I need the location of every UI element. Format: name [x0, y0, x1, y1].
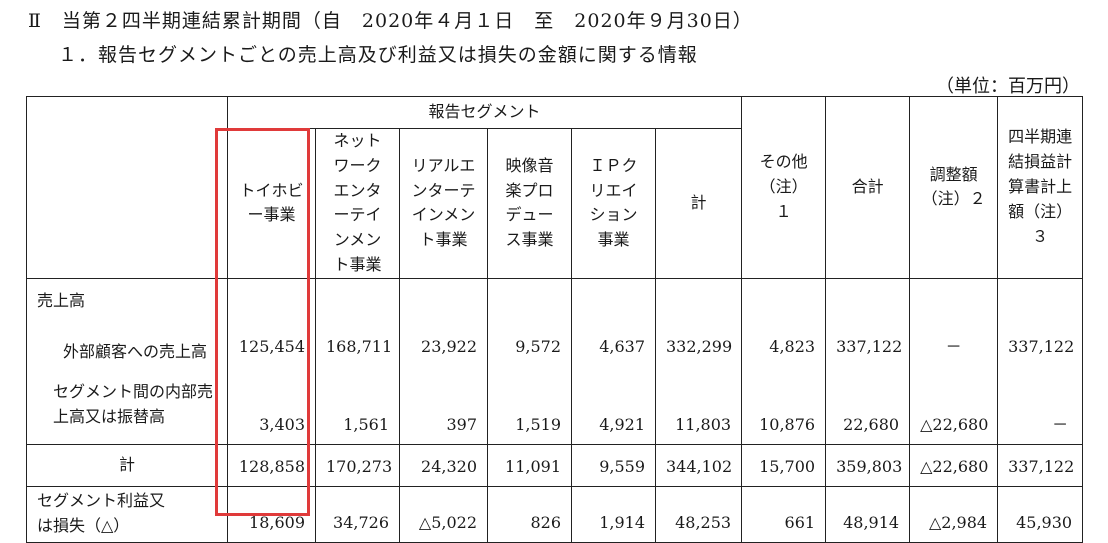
cell-inter-7: 10,876 — [741, 366, 827, 445]
cell-inter-1: 3,403 — [227, 366, 316, 445]
cell-total-4: 11,091 — [487, 443, 572, 487]
cell-profit-9: △2,984 — [909, 485, 999, 543]
cell-profit-10: 45,930 — [997, 485, 1084, 543]
cell-profit-6: 48,253 — [654, 485, 743, 543]
cell-profit-4: 826 — [487, 485, 572, 543]
cell-total-3: 24,320 — [399, 443, 488, 487]
cell-external-9: － — [909, 277, 999, 367]
cell-inter-4: 1,519 — [487, 366, 572, 445]
col-subtotal: 計 — [654, 128, 743, 279]
cell-inter-3: 397 — [399, 366, 488, 445]
row-external-label: 外部顧客への売上高 — [63, 341, 208, 361]
cell-total-7: 15,700 — [741, 443, 827, 487]
cell-external-10: 337,122 — [997, 277, 1084, 367]
cell-external-4: 9,572 — [487, 277, 572, 367]
row-profit-label: セグメント利益又は損失（△） — [26, 485, 228, 543]
col-total: 合計 — [825, 96, 911, 279]
cell-total-8: 359,803 — [825, 443, 911, 487]
cell-inter-10: － — [997, 366, 1084, 445]
cell-external-8: 337,122 — [825, 277, 911, 367]
cell-total-2: 170,273 — [315, 443, 400, 487]
cell-profit-1: 18,609 — [227, 485, 316, 543]
row-sales-header: 売上高 — [37, 290, 86, 310]
cell-inter-2: 1,561 — [315, 366, 400, 445]
col-toy-hobby: トイホビー事業 — [227, 128, 316, 279]
cell-inter-5: 4,921 — [571, 366, 656, 445]
cell-inter-8: 22,680 — [825, 366, 911, 445]
cell-inter-9: △22,680 — [909, 366, 999, 445]
col-adjustment: 調整額（注）２ — [909, 96, 999, 279]
cell-external-2: 168,711 — [315, 277, 400, 367]
cell-total-10: 337,122 — [997, 443, 1084, 487]
group-header: 報告セグメント — [226, 96, 743, 129]
section-heading: １．報告セグメントごとの売上高及び利益又は損失の金額に関する情報 — [58, 44, 698, 66]
cell-total-9: △22,680 — [909, 443, 999, 487]
cell-profit-5: 1,914 — [571, 485, 656, 543]
corner-cell — [26, 96, 228, 279]
cell-inter-6: 11,803 — [654, 366, 743, 445]
cell-total-1: 128,858 — [227, 443, 316, 487]
segment-table: 報告セグメント その他（注）１ 合計 調整額（注）２ 四半期連結損益計算書計上額… — [26, 96, 1084, 543]
cell-external-3: 23,922 — [399, 277, 488, 367]
cell-total-6: 344,102 — [654, 443, 743, 487]
col-visual-music: 映像音楽プロデュース事業 — [487, 128, 572, 279]
cell-external-5: 4,637 — [571, 277, 656, 367]
cell-profit-8: 48,914 — [825, 485, 911, 543]
cell-external-7: 4,823 — [741, 277, 827, 367]
row-intersegment-label: セグメント間の内部売上高又は振替高 — [26, 366, 228, 445]
row-total-label: 計 — [26, 443, 228, 487]
col-other: その他（注）１ — [741, 96, 827, 279]
sales-head-cell: 売上高 外部顧客への売上高 — [26, 277, 228, 367]
col-ip-creation: ＩＰクリエイション事業 — [571, 128, 656, 279]
cell-external-6: 332,299 — [654, 277, 743, 367]
cell-total-5: 9,559 — [571, 443, 656, 487]
unit-label: （単位：百万円） — [936, 76, 1080, 97]
cell-profit-7: 661 — [741, 485, 827, 543]
cell-profit-3: △5,022 — [399, 485, 488, 543]
cell-profit-2: 34,726 — [315, 485, 400, 543]
col-consolidated: 四半期連結損益計算書計上額（注）３ — [997, 96, 1084, 279]
col-real-ent: リアルエンターテインメント事業 — [399, 128, 488, 279]
period-heading: Ⅱ 当第２四半期連結累計期間（自 2020年４月１日 至 2020年９月30日） — [28, 10, 753, 32]
col-network-ent: ネットワークエンターテインメント事業 — [315, 128, 400, 279]
cell-external-1: 125,454 — [227, 277, 316, 367]
